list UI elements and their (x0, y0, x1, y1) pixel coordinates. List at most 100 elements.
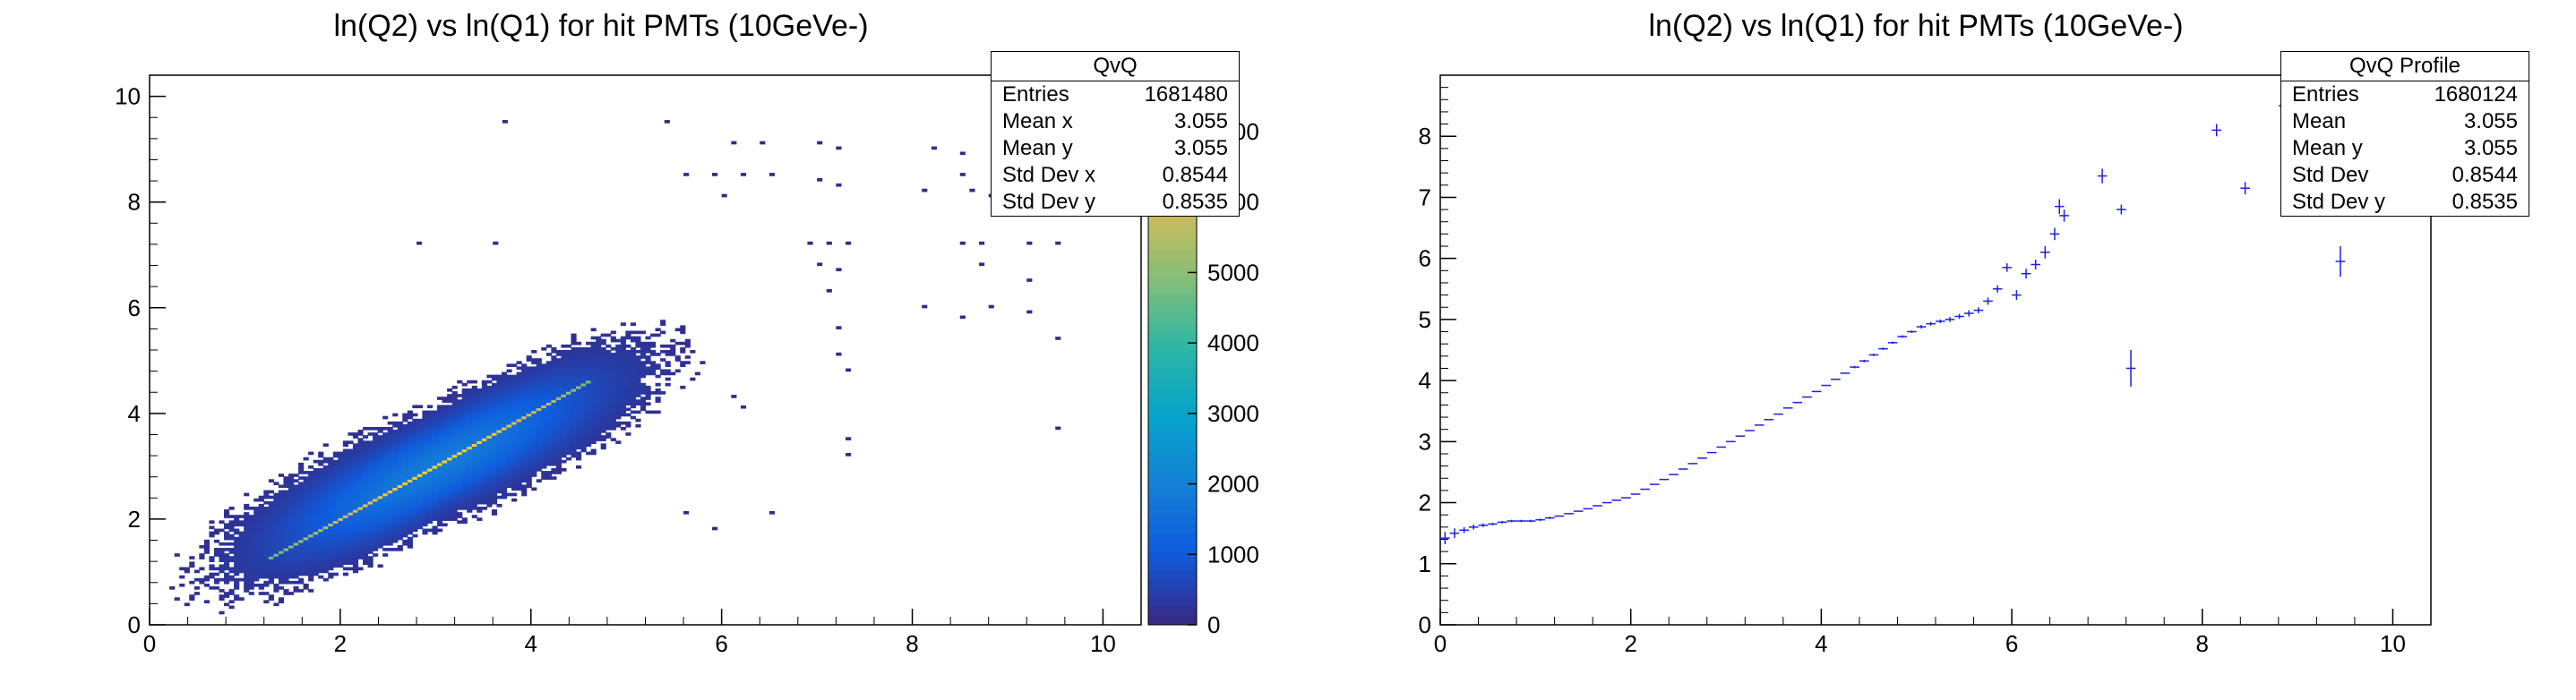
heatmap-cell (580, 377, 587, 381)
heatmap-cell (576, 341, 582, 346)
heatmap-cell (461, 382, 468, 387)
heatmap-cell (576, 413, 582, 417)
heatmap-cell (278, 548, 285, 551)
heatmap-cell (451, 471, 458, 474)
heatmap-cell (213, 580, 220, 585)
heatmap-cell (565, 415, 572, 420)
heatmap-cell (437, 446, 443, 450)
heatmap-cell (571, 350, 577, 354)
heatmap-cell (426, 520, 434, 525)
heatmap-cell (338, 487, 344, 491)
heatmap-cell (352, 567, 359, 571)
heatmap-cell (363, 503, 369, 508)
heatmap-cell (244, 577, 250, 582)
heatmap-cell (273, 542, 279, 546)
heatmap-cell (244, 548, 250, 551)
heatmap-cell (501, 380, 508, 384)
heatmap-sparse-cell (1026, 241, 1033, 245)
heatmap-cell (303, 528, 309, 533)
heatmap-cell (263, 509, 270, 513)
heatmap-cell (308, 534, 314, 538)
heatmap-cell (610, 382, 616, 387)
heatmap-cell (382, 539, 389, 543)
heatmap-cell (402, 432, 408, 436)
heatmap-cell (442, 459, 448, 464)
heatmap-cell (561, 380, 567, 384)
heatmap-cell (426, 468, 434, 472)
heatmap-cell (338, 482, 344, 486)
heatmap-cell (234, 539, 240, 543)
heatmap-cell (615, 402, 622, 405)
heatmap-cell (521, 418, 528, 423)
heatmap-cell (373, 528, 379, 533)
heatmap-cell (412, 484, 418, 489)
heatmap-cell (432, 438, 438, 441)
heatmap-cell (308, 476, 314, 480)
heatmap-cell (273, 583, 279, 587)
heatmap-cell (516, 371, 522, 376)
heatmap-cell (555, 366, 562, 371)
heatmap-cell (610, 355, 616, 359)
heatmap-cell (506, 484, 512, 489)
heatmap-cell (352, 559, 359, 562)
heatmap-cell (367, 531, 374, 535)
heatmap-cell (224, 542, 230, 546)
heatmap-cell (363, 542, 369, 546)
heatmap-cell (392, 506, 399, 510)
heatmap-cell (283, 580, 289, 585)
heatmap-cell (640, 405, 647, 409)
heatmap-cell (412, 479, 418, 482)
heatmap-cell (332, 487, 339, 491)
heatmap-cell (565, 421, 572, 425)
heatmap-cell (432, 459, 438, 464)
heatmap-cell (357, 517, 364, 521)
heatmap-cell (268, 575, 274, 579)
heatmap-cell (565, 371, 572, 376)
heatmap-cell (442, 462, 448, 466)
heatmap-cell (422, 462, 428, 466)
heatmap-cell (332, 498, 339, 502)
heatmap-cell (244, 512, 250, 516)
heatmap-cell (501, 462, 508, 466)
heatmap-cell (416, 525, 424, 530)
heatmap-cell (481, 399, 487, 403)
heatmap-cell (338, 462, 344, 466)
heatmap-cell (382, 487, 389, 491)
heatmap-cell (635, 361, 641, 364)
heatmap-cell (590, 377, 597, 381)
heatmap-cell (660, 320, 666, 323)
heatmap-cell (352, 564, 359, 568)
heatmap-cell (457, 482, 463, 486)
heatmap-cell (437, 438, 443, 441)
heatmap-cell (461, 418, 468, 423)
heatmap-cell (481, 391, 487, 395)
heatmap-cell (228, 523, 235, 527)
heatmap-cell (615, 410, 622, 414)
heatmap-cell (298, 561, 305, 566)
heatmap-cell (352, 534, 359, 538)
heatmap-cell (620, 363, 626, 368)
heatmap-cell (501, 476, 508, 480)
heatmap-cell (561, 355, 567, 359)
heatmap-cell (506, 440, 512, 444)
heatmap-cell (422, 517, 428, 521)
heatmap-x-tick-label: 4 (525, 630, 537, 657)
heatmap-cell (526, 399, 532, 403)
heatmap-cell (586, 374, 592, 379)
heatmap-sparse-cell (959, 315, 966, 320)
heatmap-cell (551, 382, 557, 387)
heatmap-cell (491, 407, 498, 412)
heatmap-cell (565, 344, 572, 348)
heatmap-cell (422, 476, 428, 480)
heatmap-cell (348, 512, 354, 516)
heatmap-cell (590, 353, 597, 356)
heatmap-cell (387, 495, 393, 499)
heatmap-cell (416, 476, 424, 480)
heatmap-cell (596, 413, 602, 417)
heatmap-cell (605, 435, 612, 439)
heatmap-cell (516, 426, 522, 431)
heatmap-cell (318, 536, 324, 541)
heatmap-cell (571, 446, 577, 450)
heatmap-cell (477, 459, 483, 464)
heatmap-cell (352, 476, 359, 480)
